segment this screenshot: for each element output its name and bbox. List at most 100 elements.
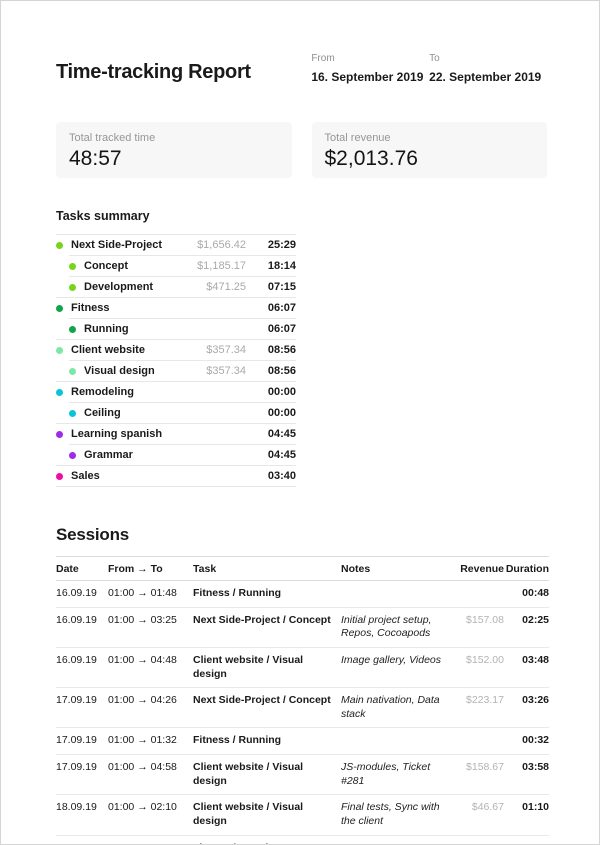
session-task: Client website / Visual design	[193, 754, 341, 796]
session-row: 17.09.19 01:00 → 04:58 Client website / …	[56, 754, 549, 796]
task-row: Visual design $357.34 08:56	[69, 360, 296, 381]
task-color-dot	[69, 283, 76, 291]
task-row: Remodeling 00:00	[56, 381, 296, 402]
sessions-table: Date From → To Task Notes Revenue Durati…	[56, 556, 549, 844]
task-name: Development	[84, 281, 154, 293]
session-time-range: 01:00 → 03:25	[108, 607, 193, 648]
task-duration: 07:15	[267, 281, 296, 293]
session-revenue: $158.67	[459, 754, 504, 796]
task-row: Learning spanish 04:45	[56, 423, 296, 444]
page-title: Time-tracking Report	[56, 61, 251, 83]
task-name: Next Side-Project	[71, 239, 163, 251]
session-date: 17.09.19	[56, 727, 108, 756]
col-header-from-to: From → To	[108, 556, 193, 581]
session-date: 18.09.19	[56, 794, 108, 836]
sessions-header-row: Date From → To Task Notes Revenue Durati…	[56, 556, 549, 581]
to-value: 22. September 2019	[429, 70, 542, 84]
session-date: 17.09.19	[56, 687, 108, 729]
session-duration: 02:25	[504, 607, 549, 648]
task-row: Sales 03:40	[56, 465, 296, 486]
task-name: Running	[84, 323, 129, 335]
total-time-value: 48:57	[69, 147, 122, 170]
task-name: Fitness	[71, 302, 110, 314]
task-row: Grammar 04:45	[69, 444, 296, 465]
sessions-section: Sessions Date From → To Task Notes Reven…	[56, 525, 549, 844]
task-row: Running 06:07	[69, 318, 296, 339]
task-color-dot	[56, 241, 63, 249]
col-header-date: Date	[56, 556, 108, 581]
session-time-range: 01:00 → 04:58	[108, 754, 193, 796]
task-name: Remodeling	[71, 386, 134, 398]
task-duration: 18:14	[267, 260, 296, 272]
session-revenue: $46.67	[459, 794, 504, 836]
task-row: Client website $357.34 08:56	[56, 339, 296, 360]
task-duration: 00:00	[267, 386, 296, 398]
session-task: Client website / Visual design	[193, 647, 341, 689]
session-duration: 00:48	[504, 580, 549, 608]
total-revenue-card: Total revenue $2,013.76	[311, 122, 547, 178]
session-revenue: $223.17	[459, 687, 504, 729]
session-task: Next Side-Project / Concept	[193, 687, 341, 729]
task-color-dot	[69, 451, 76, 459]
task-row: Next Side-Project $1,656.42 25:29	[56, 234, 296, 255]
task-color-dot	[56, 346, 63, 354]
total-revenue-label: Total revenue	[324, 132, 391, 144]
task-duration: 25:29	[267, 239, 296, 251]
session-time-range: 01:00 → 01:32	[108, 727, 193, 756]
task-color-dot	[56, 388, 63, 396]
session-date: 17.09.19	[56, 754, 108, 796]
task-revenue: $1,656.42	[197, 239, 246, 251]
task-color-dot	[69, 367, 76, 375]
session-duration: 00:35	[504, 835, 549, 844]
task-color-dot	[69, 409, 76, 417]
task-revenue: $357.34	[206, 365, 246, 377]
tasks-summary-heading: Tasks summary	[56, 209, 150, 223]
from-value: 16. September 2019	[311, 70, 424, 84]
session-task: Client website / Visual design	[193, 794, 341, 836]
session-task: Fitness / Running	[193, 835, 341, 844]
task-duration: 00:00	[267, 407, 296, 419]
task-color-dot	[69, 325, 76, 333]
task-duration: 06:07	[267, 323, 296, 335]
task-revenue: $357.34	[206, 344, 246, 356]
session-task: Fitness / Running	[193, 727, 341, 756]
session-row: 16.09.19 01:00 → 01:48 Fitness / Running…	[56, 580, 549, 608]
session-revenue: $152.00	[459, 647, 504, 689]
session-revenue	[459, 580, 504, 608]
task-name: Client website	[71, 344, 145, 356]
col-header-revenue: Revenue	[459, 556, 504, 581]
task-row: Concept $1,185.17 18:14	[69, 255, 296, 276]
col-header-task: Task	[193, 556, 341, 581]
tasks-summary-table: Next Side-Project $1,656.42 25:29 Concep…	[56, 234, 296, 487]
session-row: 16.09.19 01:00 → 04:48 Client website / …	[56, 647, 549, 689]
tasks-summary-section: Tasks summary Next Side-Project $1,656.4…	[56, 209, 296, 487]
session-notes: Main nativation, Data stack	[341, 687, 459, 729]
session-time-range: 01:00 → 04:48	[108, 647, 193, 689]
sessions-heading: Sessions	[56, 525, 130, 544]
session-row: 16.09.19 01:00 → 03:25 Next Side-Project…	[56, 607, 549, 648]
total-time-card: Total tracked time 48:57	[56, 122, 292, 178]
task-duration: 03:40	[267, 470, 296, 482]
session-row: 18.09.19 01:00 → 02:10 Client website / …	[56, 794, 549, 836]
task-row: Ceiling 00:00	[69, 402, 296, 423]
session-revenue: $157.08	[459, 607, 504, 648]
session-time-range: 01:00 → 04:26	[108, 687, 193, 729]
task-row: Fitness 06:07	[56, 297, 296, 318]
task-duration: 06:07	[267, 302, 296, 314]
task-duration: 04:45	[267, 428, 296, 440]
from-label: From	[311, 53, 335, 64]
task-name: Concept	[84, 260, 128, 272]
session-notes	[341, 835, 459, 844]
date-range-to: To 22. September 2019	[429, 51, 547, 84]
session-row: 17.09.19 01:00 → 04:26 Next Side-Project…	[56, 687, 549, 729]
task-name: Learning spanish	[71, 428, 163, 440]
session-notes	[341, 580, 459, 608]
total-time-label: Total tracked time	[69, 132, 156, 144]
col-header-notes: Notes	[341, 556, 459, 581]
total-revenue-value: $2,013.76	[324, 147, 418, 170]
task-color-dot	[56, 430, 63, 438]
session-task: Fitness / Running	[193, 580, 341, 608]
session-duration: 00:32	[504, 727, 549, 756]
session-notes: Initial project setup, Repos, Cocoapods	[341, 607, 459, 648]
